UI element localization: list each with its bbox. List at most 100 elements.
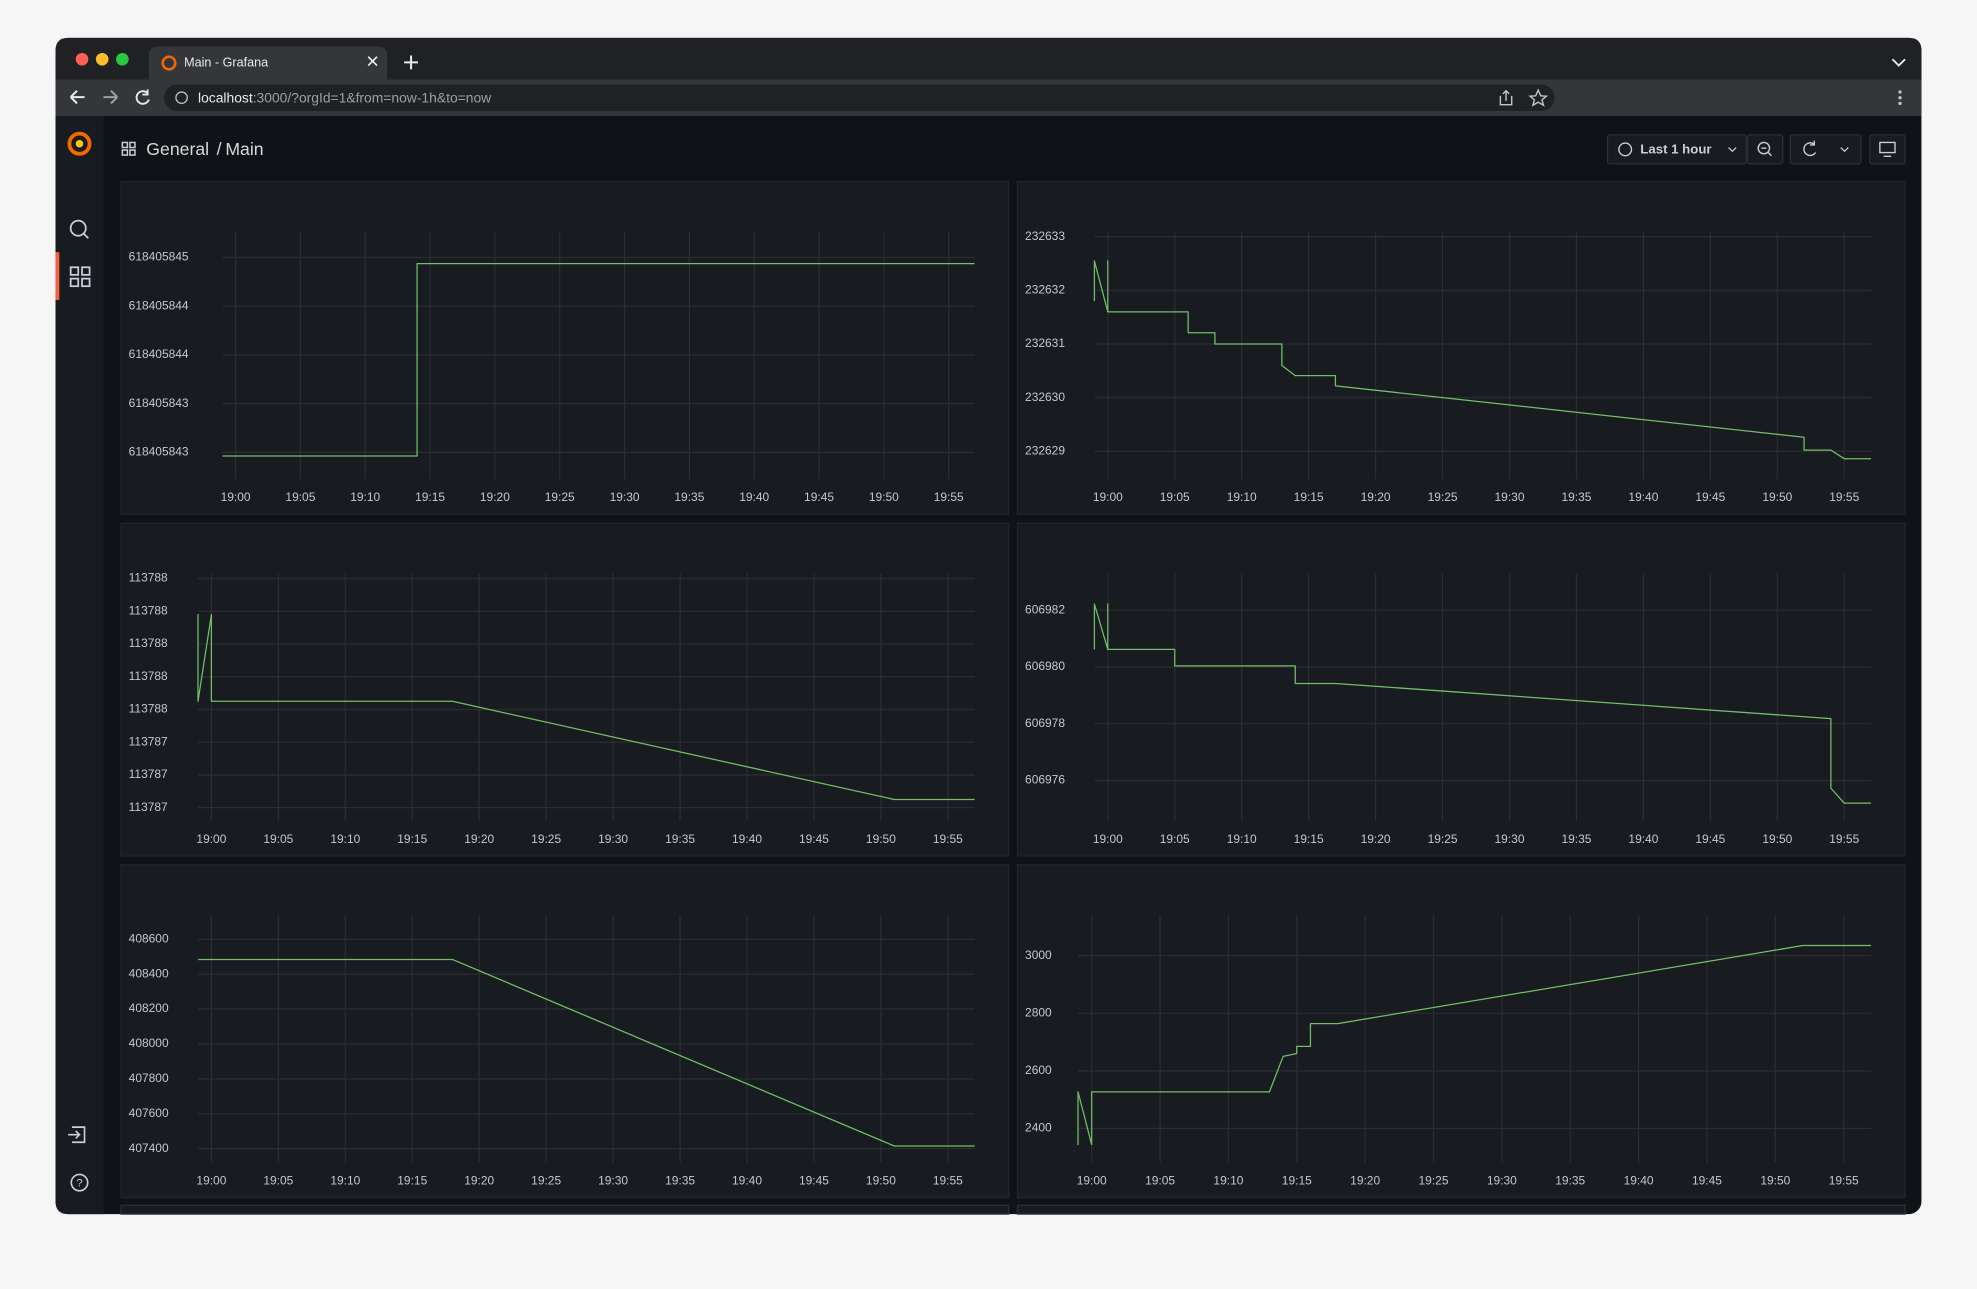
x-tick-label: 19:50 bbox=[866, 1173, 896, 1187]
back-button[interactable] bbox=[69, 90, 85, 105]
x-tick-label: 19:05 bbox=[1145, 1173, 1175, 1187]
y-tick-label: 408600 bbox=[129, 931, 169, 945]
breadcrumb-icon bbox=[121, 141, 136, 156]
tab-title: Main - Grafana bbox=[184, 55, 268, 69]
x-tick-label: 19:45 bbox=[804, 490, 834, 504]
x-tick-label: 19:55 bbox=[1829, 832, 1859, 846]
bookmark-icon[interactable] bbox=[1528, 88, 1549, 107]
browser-menu[interactable] bbox=[1898, 90, 1902, 106]
sign-in-icon[interactable] bbox=[68, 1126, 86, 1144]
x-tick-label: 19:10 bbox=[350, 490, 380, 504]
x-tick-label: 19:40 bbox=[732, 1173, 762, 1187]
y-tick-label: 618405843 bbox=[129, 396, 189, 410]
time-picker[interactable] bbox=[1606, 134, 1747, 165]
reload-button[interactable] bbox=[135, 89, 150, 105]
x-tick-label: 19:05 bbox=[263, 832, 293, 846]
x-tick-label: 19:20 bbox=[464, 1173, 494, 1187]
help-icon[interactable]: ? bbox=[70, 1173, 89, 1192]
series-line bbox=[1093, 260, 1872, 460]
zoom-out-icon bbox=[1757, 141, 1772, 157]
y-tick-label: 232631 bbox=[1025, 336, 1065, 350]
x-tick-label: 19:40 bbox=[1628, 490, 1658, 504]
x-tick-label: 19:15 bbox=[397, 1173, 427, 1187]
panel: 19:00 19:05 19:10 19:15 19:20 19:25 19:30 19:35… bbox=[120, 180, 1010, 516]
x-tick-label: 19:20 bbox=[1350, 1173, 1380, 1187]
dashboards-icon[interactable] bbox=[69, 266, 91, 288]
panel: 19:00 19:05 19:10 19:15 19:20 19:25 19:30 19:35… bbox=[1016, 522, 1906, 857]
refresh-caret[interactable] bbox=[1840, 147, 1849, 153]
x-tick-label: 19:55 bbox=[934, 490, 964, 504]
y-tick-label: 232629 bbox=[1025, 443, 1065, 457]
tab-close[interactable] bbox=[367, 56, 378, 67]
refresh-button[interactable] bbox=[1789, 134, 1862, 165]
zoom-out-button[interactable] bbox=[1746, 134, 1784, 165]
series-line bbox=[1077, 944, 1872, 1146]
y-tick-label: 606982 bbox=[1025, 602, 1065, 616]
refresh-icon bbox=[1803, 140, 1817, 157]
panel-partial bbox=[120, 1204, 1010, 1215]
panel-frame bbox=[1016, 522, 1906, 857]
y-tick-label: 408400 bbox=[129, 966, 169, 980]
y-tick-label: 113787 bbox=[129, 734, 168, 748]
breadcrumb-dashboard: Main bbox=[225, 139, 263, 159]
panel-partial bbox=[1016, 1204, 1906, 1215]
series-line bbox=[198, 958, 975, 1147]
x-tick-label: 19:30 bbox=[598, 1173, 628, 1187]
clock-icon bbox=[1618, 142, 1633, 157]
panel: 19:00 19:05 19:10 19:15 19:20 19:25 19:30 19:35… bbox=[1016, 864, 1906, 1199]
x-tick-label: 19:40 bbox=[1628, 832, 1658, 846]
time-caret bbox=[1728, 147, 1737, 153]
minimize-dot[interactable] bbox=[95, 52, 109, 66]
sidebar bbox=[55, 115, 104, 1215]
x-tick-label: 19:05 bbox=[1160, 490, 1190, 504]
tab[interactable] bbox=[148, 46, 388, 80]
x-tick-label: 19:05 bbox=[1160, 832, 1190, 846]
close-dot[interactable] bbox=[75, 52, 89, 66]
breadcrumb-folder[interactable]: General bbox=[146, 139, 209, 159]
y-tick-label: 232632 bbox=[1025, 283, 1065, 297]
zoom-dot[interactable] bbox=[116, 52, 129, 66]
x-tick-label: 19:00 bbox=[1077, 1173, 1107, 1187]
y-tick-label: 606980 bbox=[1025, 659, 1065, 673]
x-tick-label: 19:20 bbox=[480, 490, 510, 504]
y-tick-label: 113788 bbox=[129, 669, 168, 683]
url: localhost:3000/?orgId=1&from=now-1h&to=n… bbox=[198, 89, 492, 105]
y-tick-label: 407800 bbox=[129, 1071, 169, 1085]
y-tick-label: 408200 bbox=[129, 1001, 169, 1015]
x-tick-label: 19:45 bbox=[1692, 1173, 1722, 1187]
x-tick-label: 19:35 bbox=[665, 832, 695, 846]
grafana-logo[interactable] bbox=[67, 131, 92, 156]
search-icon[interactable] bbox=[69, 219, 89, 239]
x-tick-label: 19:35 bbox=[1555, 1173, 1585, 1187]
address-bar[interactable] bbox=[163, 84, 1555, 111]
share-icon[interactable] bbox=[1499, 89, 1513, 106]
y-tick-label: 2600 bbox=[1025, 1063, 1052, 1077]
tab-menu[interactable] bbox=[1891, 58, 1906, 67]
x-tick-label: 19:35 bbox=[674, 490, 704, 504]
active-indicator bbox=[55, 252, 60, 301]
tab-icon bbox=[161, 55, 177, 71]
x-tick-label: 19:00 bbox=[196, 832, 226, 846]
y-tick-label: 113787 bbox=[129, 800, 168, 814]
y-tick-label: 3000 bbox=[1025, 948, 1052, 962]
x-tick-label: 19:20 bbox=[464, 832, 494, 846]
y-tick-label: 407600 bbox=[129, 1106, 169, 1120]
y-tick-label: 113788 bbox=[129, 636, 168, 650]
y-tick-label: 606978 bbox=[1025, 716, 1065, 730]
x-tick-label: 19:30 bbox=[1495, 832, 1525, 846]
x-tick-label: 19:25 bbox=[1428, 832, 1458, 846]
x-tick-label: 19:30 bbox=[610, 490, 640, 504]
new-tab[interactable] bbox=[404, 55, 419, 70]
x-tick-label: 19:40 bbox=[732, 832, 762, 846]
x-tick-label: 19:50 bbox=[1760, 1173, 1790, 1187]
series-line bbox=[197, 613, 975, 801]
x-tick-label: 19:40 bbox=[1624, 1173, 1654, 1187]
tv-mode-button[interactable] bbox=[1869, 134, 1906, 165]
x-tick-label: 19:10 bbox=[1227, 490, 1257, 504]
site-info[interactable] bbox=[175, 91, 188, 105]
panel: 19:00 19:05 19:10 19:15 19:20 19:25 19:30 19:35… bbox=[1016, 180, 1906, 516]
x-tick-label: 19:55 bbox=[1829, 1173, 1859, 1187]
forward-button[interactable] bbox=[103, 90, 119, 105]
